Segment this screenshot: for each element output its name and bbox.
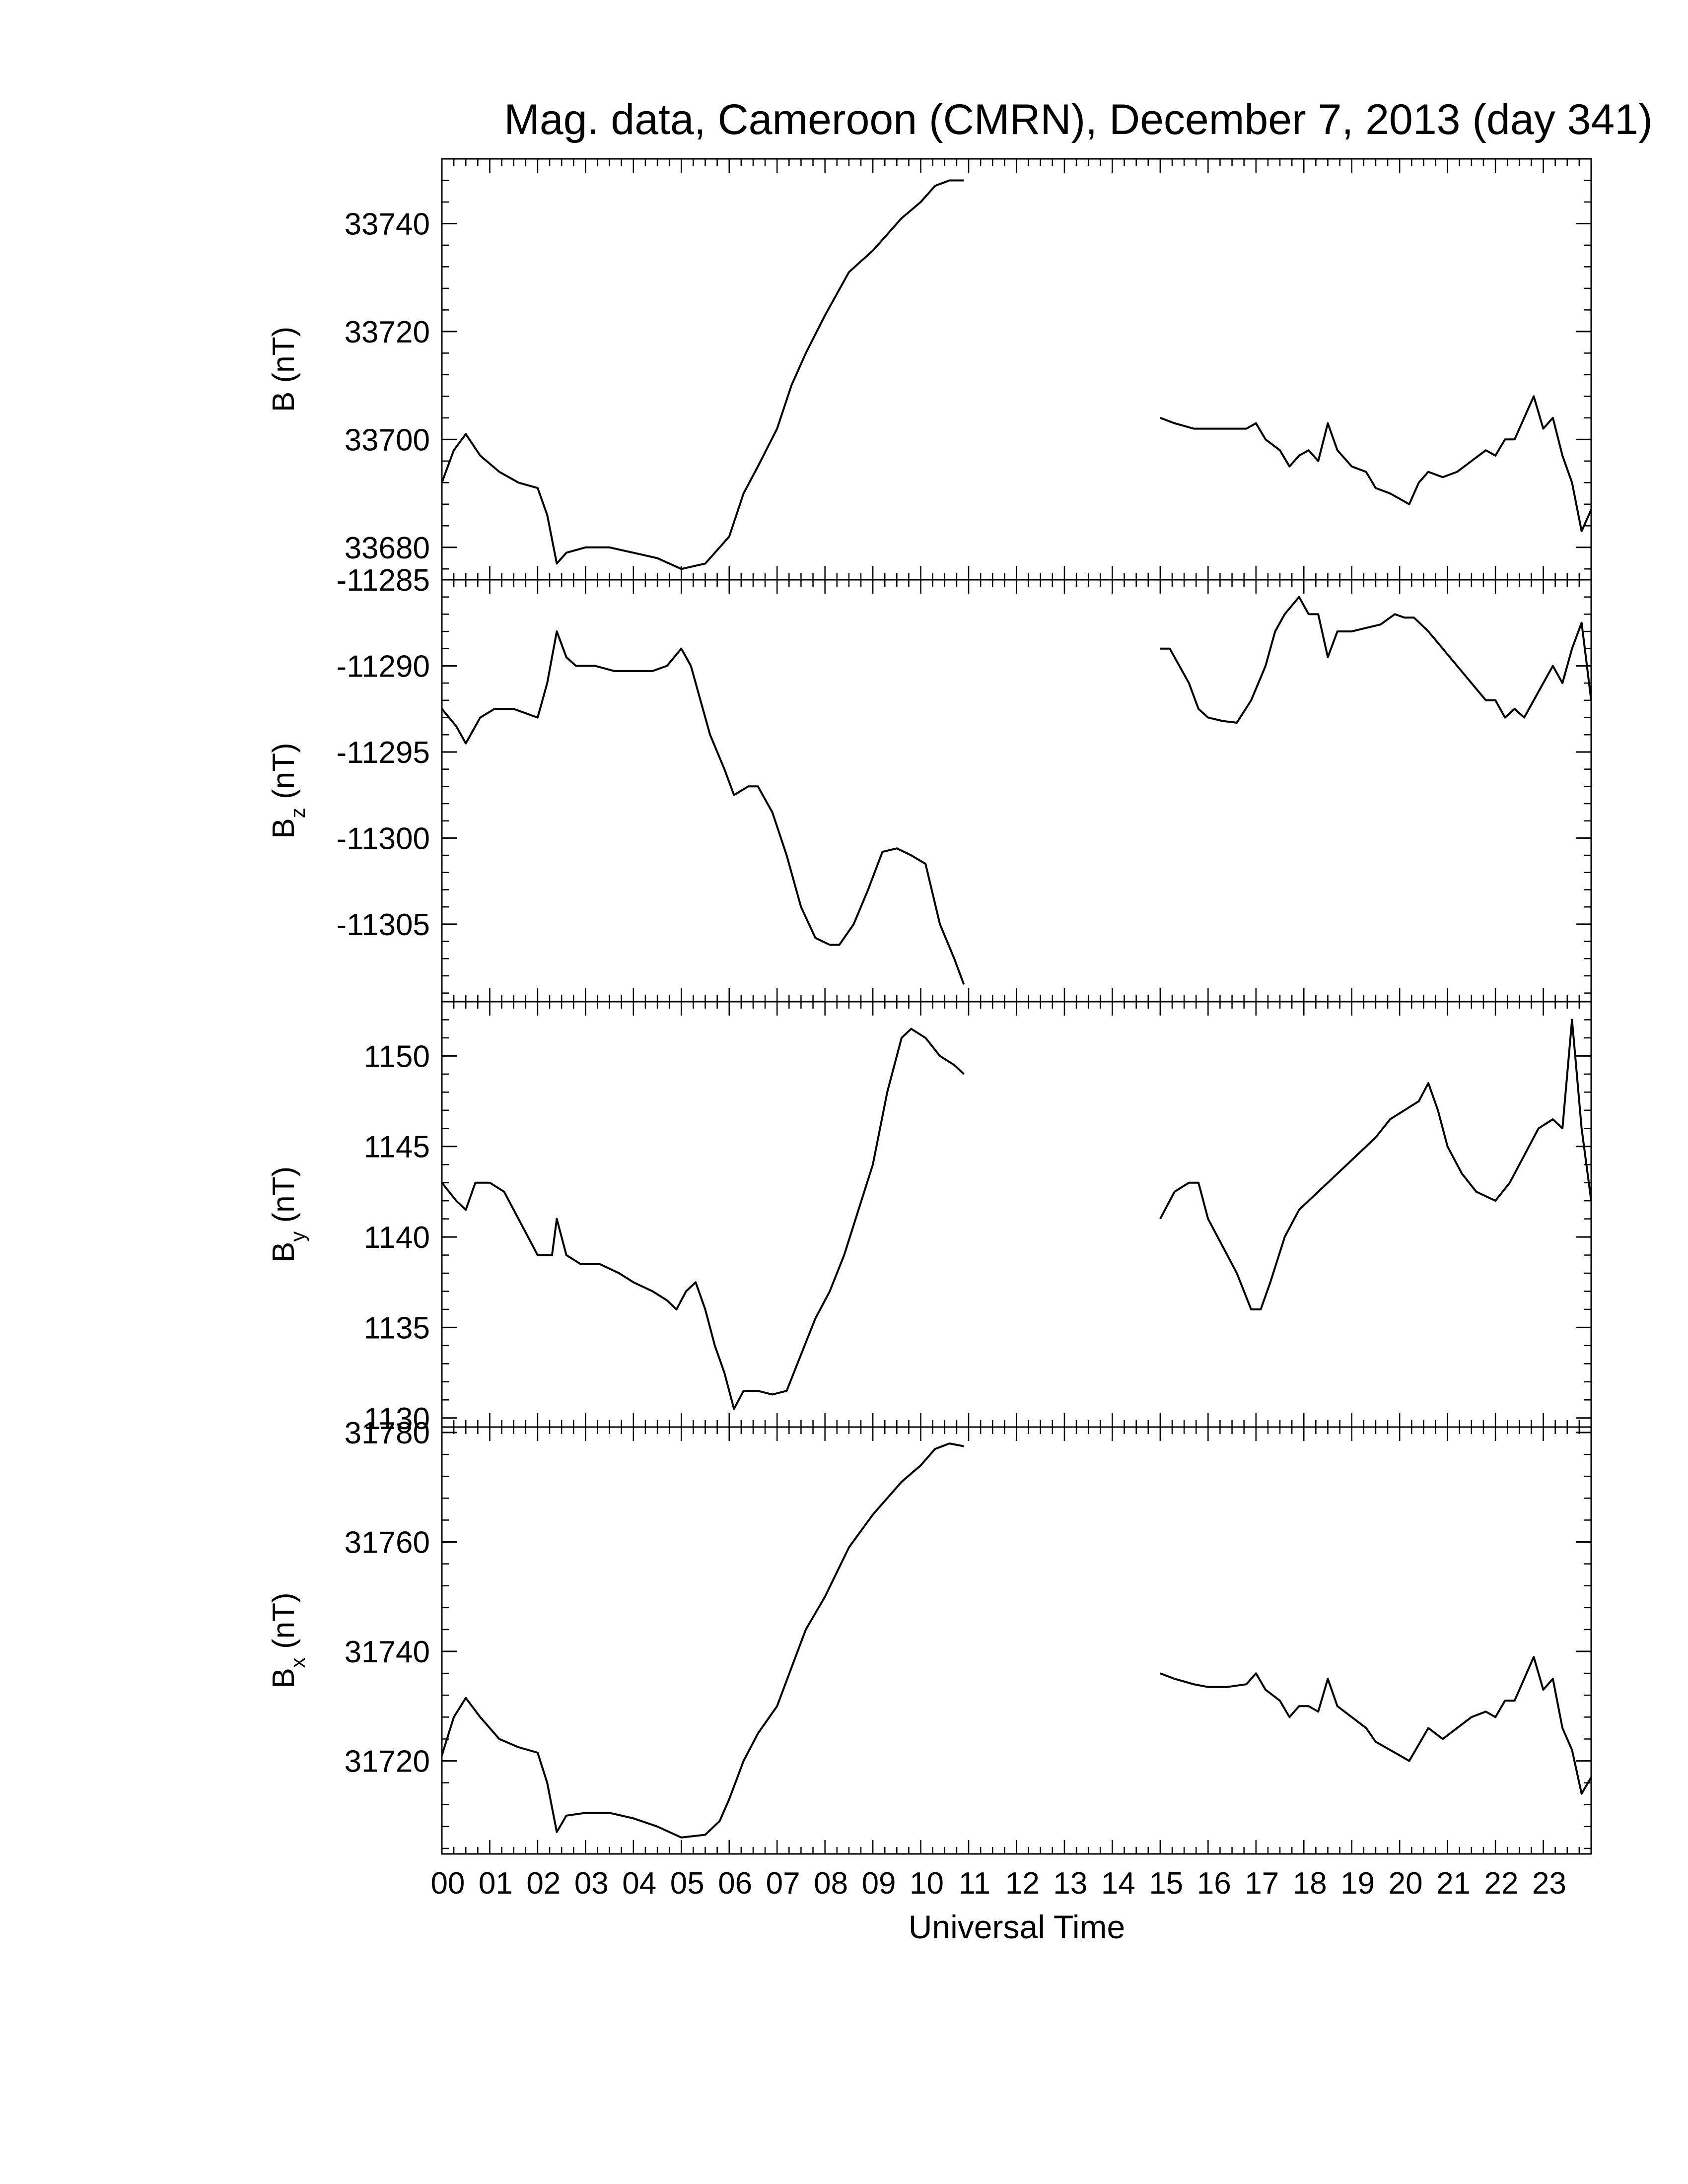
- x-tick-label: 12: [1005, 1866, 1040, 1901]
- x-tick-label: 01: [479, 1866, 513, 1901]
- panel-frame: [441, 1001, 1592, 1428]
- series-line-segment-1: [1160, 395, 1592, 533]
- y-tick-label: 1130: [364, 1402, 430, 1436]
- panel-frame: [441, 579, 1592, 1003]
- x-tick-label: 18: [1293, 1866, 1327, 1901]
- x-tick-label: 06: [718, 1866, 752, 1901]
- y-label-sub: x: [286, 1657, 309, 1668]
- x-tick-label: 02: [526, 1866, 561, 1901]
- y-tick-label: -11300: [337, 821, 430, 856]
- x-tick-label: 00: [430, 1866, 465, 1901]
- y-label-sub: y: [286, 1231, 309, 1242]
- x-tick-label: 03: [574, 1866, 609, 1901]
- y-tick-label: 31760: [345, 1526, 430, 1560]
- y-label-main: B: [267, 1242, 301, 1262]
- y-tick-label: 1140: [364, 1221, 430, 1255]
- y-label-main: B: [267, 392, 301, 412]
- x-axis: 00 01 02 03 04 05 06 07 08 09 10 11 12 13 14 15 16 17 18 19…: [430, 1866, 1566, 1901]
- panel-3: 31720 31740 31760 31780 Bx (nT): [267, 1416, 1592, 1855]
- y-tick-label: 33700: [345, 423, 430, 457]
- panel-frame: [441, 1426, 1592, 1855]
- y-tick-label: -11290: [337, 649, 430, 683]
- x-tick-label: 04: [622, 1866, 656, 1901]
- y-tick-label: 31720: [345, 1745, 430, 1779]
- y-axis-label: B (nT): [267, 327, 301, 412]
- x-tick-label: 17: [1245, 1866, 1279, 1901]
- y-label-main: B: [267, 1668, 301, 1688]
- y-axis-label: By (nT): [267, 1166, 309, 1262]
- y-tick-label: -11285: [337, 563, 430, 598]
- y-tick-label: 31780: [345, 1416, 430, 1450]
- x-tick-label: 13: [1053, 1866, 1087, 1901]
- x-axis-label: Universal Time: [909, 1909, 1125, 1945]
- series-line-segment-1: [1160, 596, 1592, 724]
- x-tick-label: 08: [814, 1866, 848, 1901]
- y-label-unit: (nT): [267, 743, 301, 808]
- x-tick-label: 16: [1197, 1866, 1231, 1901]
- x-tick-label: 11: [959, 1866, 990, 1901]
- y-tick-label: 1135: [364, 1311, 430, 1345]
- x-tick-label: 21: [1436, 1866, 1471, 1901]
- x-tick-label: 15: [1149, 1866, 1183, 1901]
- panel-1: -11285 -11290 -11295 -11300 -11305 Bz (nT): [267, 563, 1592, 1003]
- x-tick-label: 05: [670, 1866, 704, 1901]
- x-tick-label: 19: [1340, 1866, 1375, 1901]
- series-line-segment-0: [441, 179, 964, 570]
- y-label-unit: (nT): [267, 327, 301, 392]
- x-tick-label: 22: [1484, 1866, 1519, 1901]
- y-tick-label: -11295: [337, 736, 430, 770]
- y-label-unit: (nT): [267, 1166, 301, 1231]
- series-line-segment-0: [441, 1442, 964, 1839]
- y-axis-label: Bx (nT): [267, 1592, 309, 1688]
- y-tick-label: 31740: [345, 1635, 430, 1669]
- y-label-main: B: [267, 818, 301, 838]
- x-tick-label: 14: [1101, 1866, 1135, 1901]
- y-label-sub: z: [286, 808, 309, 818]
- y-tick-label: 1150: [364, 1039, 430, 1074]
- y-tick-label: 33720: [345, 315, 430, 349]
- y-axis-label: Bz (nT): [267, 743, 309, 838]
- series-line-segment-1: [1160, 1656, 1592, 1795]
- series-line-segment-1: [1159, 1019, 1592, 1310]
- y-tick-label: 33740: [345, 207, 430, 241]
- chart-title: Mag. data, Cameroon (CMRN), December 7, …: [504, 96, 1652, 143]
- x-tick-label: 23: [1532, 1866, 1566, 1901]
- series-line-segment-0: [441, 630, 965, 985]
- y-label-unit: (nT): [267, 1592, 301, 1657]
- panel-2: 1130 1135 1140 1145 1150 By (nT): [267, 1001, 1592, 1436]
- x-tick-label: 20: [1389, 1866, 1423, 1901]
- y-tick-label: -11305: [337, 908, 430, 942]
- x-tick-label: 10: [910, 1866, 944, 1901]
- series-line-segment-0: [441, 1027, 965, 1410]
- y-tick-label: 1145: [364, 1130, 430, 1164]
- panel-0: 33680 33700 33720 33740 B (nT): [267, 158, 1592, 581]
- x-tick-label: 09: [862, 1866, 896, 1901]
- y-tick-label: 33680: [345, 531, 430, 565]
- x-tick-label: 07: [766, 1866, 800, 1901]
- panel-frame: [441, 158, 1592, 581]
